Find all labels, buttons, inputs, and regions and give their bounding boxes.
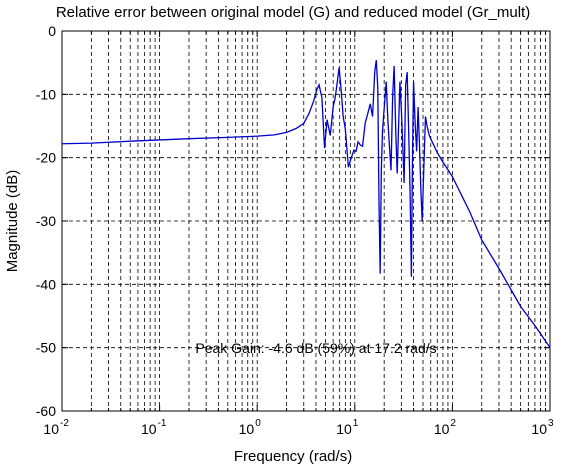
x-axis-label: Frequency (rad/s) [234,448,352,465]
x-tick-exponent: 2 [450,418,456,429]
x-tick-exponent: 0 [255,418,261,429]
x-tick-base: 10 [141,421,157,437]
x-tick-label: 10 -1 [141,418,167,437]
y-tick-label: -50 [36,340,56,356]
x-tick-exponent: -2 [60,418,69,429]
y-tick-label: -20 [36,150,56,166]
chart-title: Relative error between original model (G… [56,4,530,21]
peak-gain-annotation: Peak Gain: -4.6 dB (59%) at 17.2 rad/s [195,340,436,356]
x-tick-exponent: 1 [353,418,359,429]
x-tick-base: 10 [336,421,352,437]
y-axis-label: Magnitude (dB) [4,170,21,273]
x-tick-label: 10 1 [336,418,359,437]
x-tick-label: 10 0 [239,418,262,437]
y-tick-label: -10 [36,86,56,102]
y-tick-label: 0 [48,23,56,39]
x-tick-label: 10 3 [531,418,554,437]
x-tick-exponent: 3 [548,418,554,429]
x-tick-exponent: -1 [158,418,167,429]
y-tick-label: -60 [36,403,56,419]
y-tick-label: -40 [36,276,56,292]
series-line [61,60,551,349]
x-tick-label: 10 2 [434,418,457,437]
y-tick-label: -30 [36,213,56,229]
x-tick-label: 10 -2 [43,418,69,437]
x-tick-base: 10 [43,421,59,437]
x-tick-base: 10 [434,421,450,437]
x-tick-base: 10 [531,421,547,437]
x-tick-base: 10 [239,421,255,437]
